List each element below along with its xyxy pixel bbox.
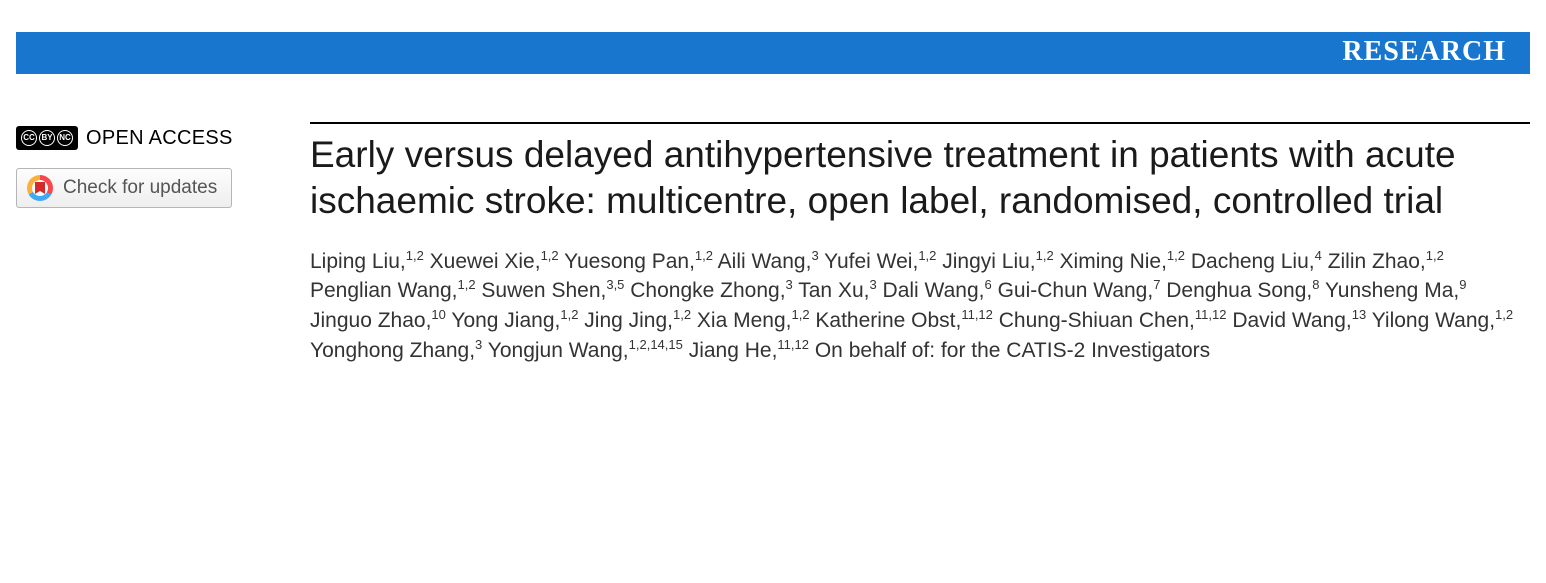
author-name: Chongke Zhong, [630, 279, 785, 302]
author-name: Yuesong Pan, [564, 250, 695, 273]
author-affiliation: 10 [431, 307, 445, 322]
open-access-row: CC BY NC OPEN ACCESS [16, 126, 286, 150]
author-affiliation: 1,2 [918, 248, 936, 263]
author-name: Yilong Wang, [1372, 309, 1495, 332]
author-affiliation: 3 [475, 337, 482, 352]
author-name: David Wang, [1232, 309, 1351, 332]
author-affiliation: 1,2 [1495, 307, 1513, 322]
author-name: Dali Wang, [883, 279, 985, 302]
by-icon: BY [39, 130, 55, 146]
author-name: Katherine Obst, [815, 309, 961, 332]
author-name: Xia Meng, [697, 309, 792, 332]
article-header: Early versus delayed antihypertensive tr… [310, 122, 1530, 366]
author-name: Yonghong Zhang, [310, 339, 475, 362]
author-name: Denghua Song, [1166, 279, 1312, 302]
author-affiliation: 1,2 [406, 248, 424, 263]
author-list: Liping Liu,1,2 Xuewei Xie,1,2 Yuesong Pa… [310, 247, 1530, 367]
author-name: Jiang He, [689, 339, 778, 362]
author-affiliation: 6 [984, 277, 991, 292]
author-affiliation: 1,2 [1167, 248, 1185, 263]
author-affiliation: 1,2 [1036, 248, 1054, 263]
cc-icon: CC [21, 130, 37, 146]
author-affiliation: 3,5 [606, 277, 624, 292]
author-affiliation: 7 [1153, 277, 1160, 292]
author-affiliation: 13 [1352, 307, 1366, 322]
crossmark-icon [27, 175, 53, 201]
on-behalf-text: On behalf of: for the CATIS-2 Investigat… [815, 339, 1210, 362]
author-affiliation: 8 [1312, 277, 1319, 292]
check-updates-label: Check for updates [63, 177, 217, 199]
author-affiliation: 11,12 [961, 307, 993, 322]
author-affiliation: 3 [811, 248, 818, 263]
author-name: Liping Liu, [310, 250, 406, 273]
author-name: Gui-Chun Wang, [998, 279, 1154, 302]
author-name: Dacheng Liu, [1191, 250, 1315, 273]
author-affiliation: 11,12 [1195, 307, 1227, 322]
nc-icon: NC [57, 130, 73, 146]
author-affiliation: 9 [1459, 277, 1466, 292]
author-affiliation: 1,2 [791, 307, 809, 322]
author-affiliation: 1,2 [695, 248, 713, 263]
author-affiliation: 4 [1315, 248, 1322, 263]
author-name: Jingyi Liu, [942, 250, 1035, 273]
author-name: Zilin Zhao, [1328, 250, 1426, 273]
sidebar: CC BY NC OPEN ACCESS Check for updates [16, 122, 286, 366]
author-affiliation: 1,2 [560, 307, 578, 322]
open-access-label: OPEN ACCESS [86, 127, 233, 150]
author-affiliation: 3 [869, 277, 876, 292]
check-updates-button[interactable]: Check for updates [16, 168, 232, 208]
author-name: Chung-Shiuan Chen, [999, 309, 1195, 332]
author-affiliation: 1,2 [1426, 248, 1444, 263]
author-name: Yunsheng Ma, [1325, 279, 1459, 302]
author-name: Penglian Wang, [310, 279, 457, 302]
author-affiliation: 1,2 [457, 277, 475, 292]
article-title: Early versus delayed antihypertensive tr… [310, 132, 1530, 225]
author-affiliation: 1,2 [541, 248, 559, 263]
author-name: Suwen Shen, [481, 279, 606, 302]
author-name: Ximing Nie, [1060, 250, 1167, 273]
author-affiliation: 1,2,14,15 [629, 337, 683, 352]
cc-license-icon: CC BY NC [16, 126, 78, 150]
author-name: Yong Jiang, [451, 309, 560, 332]
section-banner: RESEARCH [16, 32, 1530, 74]
author-name: Aili Wang, [718, 250, 812, 273]
author-affiliation: 1,2 [673, 307, 691, 322]
author-name: Jinguo Zhao, [310, 309, 431, 332]
author-name: Yongjun Wang, [488, 339, 629, 362]
author-name: Tan Xu, [798, 279, 869, 302]
author-name: Jing Jing, [584, 309, 673, 332]
author-name: Xuewei Xie, [430, 250, 541, 273]
author-affiliation: 3 [786, 277, 793, 292]
author-name: Yufei Wei, [824, 250, 918, 273]
content-row: CC BY NC OPEN ACCESS Check for updates E… [0, 74, 1546, 366]
author-affiliation: 11,12 [777, 337, 809, 352]
